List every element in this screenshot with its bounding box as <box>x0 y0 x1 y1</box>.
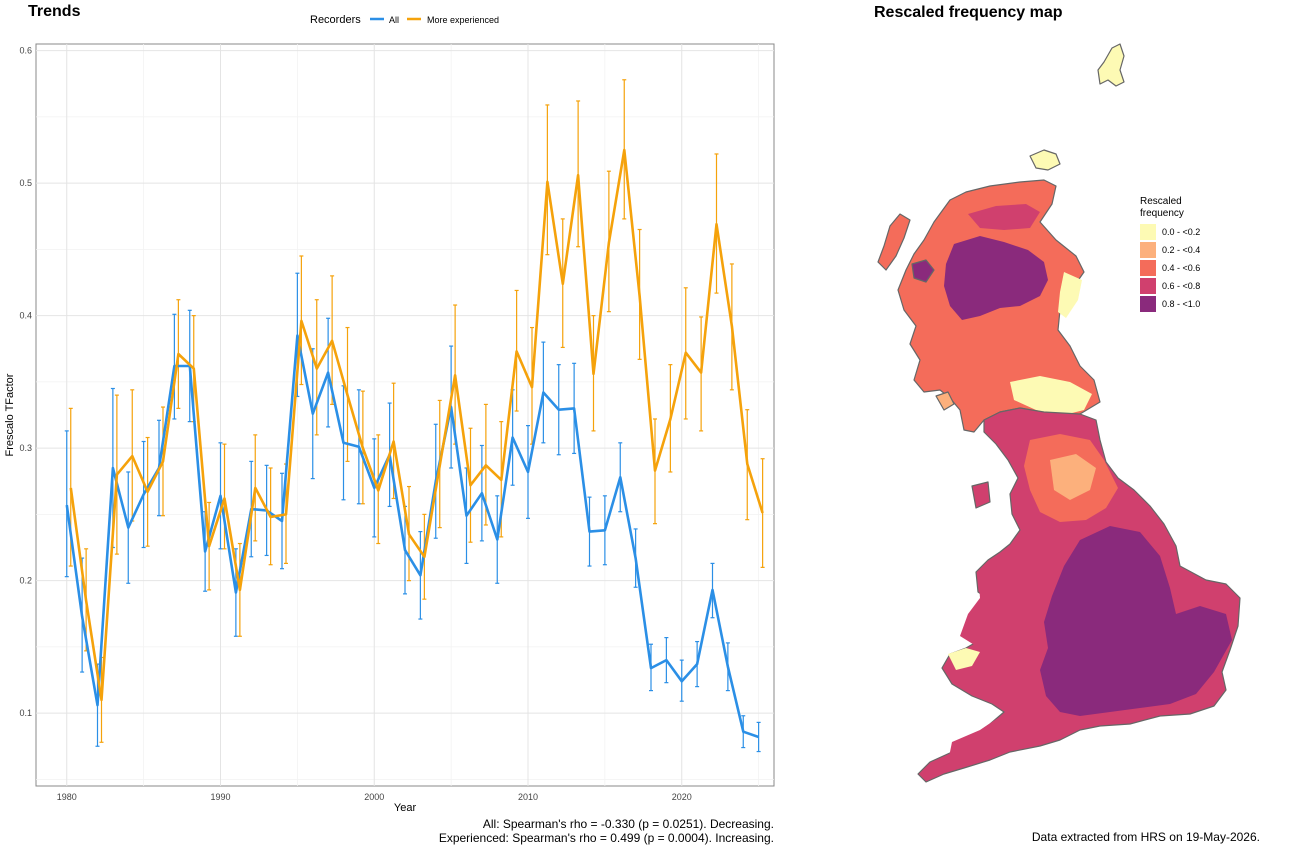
map-scotland-north <box>968 204 1040 230</box>
y-tick-label: 0.4 <box>19 311 32 321</box>
map-lowlands <box>1010 376 1092 416</box>
y-tick-label: 0.6 <box>19 46 32 56</box>
y-tick-label: 0.3 <box>19 443 32 453</box>
frequency-map: Rescaled frequency 0.0 - <0.2 0.2 - <0.4 0… <box>877 43 1241 783</box>
map-orkney <box>1029 149 1061 171</box>
y-axis-label: Frescalo TFactor <box>4 373 16 456</box>
y-tick-label: 0.5 <box>19 178 32 188</box>
map-outer-hebrides <box>877 213 911 271</box>
x-tick-label: 1980 <box>57 792 77 802</box>
map-legend-swatch <box>1140 242 1156 258</box>
map-legend-swatch <box>1140 260 1156 276</box>
map-title: Rescaled frequency map <box>874 4 1063 21</box>
series-line-more-experienced <box>69 148 764 702</box>
y-tick-label: 0.1 <box>19 708 32 718</box>
map-wales-coast <box>948 648 980 670</box>
map-legend: Rescaled frequency 0.0 - <0.2 0.2 - <0.4 0… <box>1140 196 1200 312</box>
map-legend-label: 0.4 - <0.6 <box>1162 263 1200 273</box>
map-scotland-east <box>1058 272 1082 318</box>
map-legend-title-2: frequency <box>1140 208 1184 219</box>
map-islay <box>935 391 955 411</box>
map-ireland-edge <box>971 481 991 509</box>
stats-all: All: Spearman's rho = -0.330 (p = 0.0251… <box>482 817 774 831</box>
trends-title: Trends <box>28 3 81 20</box>
legend-label-more-experienced: More experienced <box>427 15 499 25</box>
map-legend-label: 0.2 - <0.4 <box>1162 245 1200 255</box>
map-england-core <box>1040 526 1232 716</box>
x-tick-label: 1990 <box>210 792 230 802</box>
map-wales <box>960 566 1020 646</box>
map-pennines <box>1050 454 1096 500</box>
stats-experienced: Experienced: Spearman's rho = 0.499 (p =… <box>438 831 774 845</box>
map-legend-swatch <box>1140 224 1156 240</box>
map-legend-label: 0.6 - <0.8 <box>1162 281 1200 291</box>
map-skye <box>911 259 935 283</box>
map-legend-label: 0.8 - <1.0 <box>1162 299 1200 309</box>
x-tick-label: 2000 <box>364 792 384 802</box>
map-shapes <box>877 43 1241 783</box>
map-southwest <box>946 714 1044 772</box>
axis-ticks: 0.1 0.2 0.3 0.4 0.5 0.6 1980 1990 2000 2010 2020 <box>19 46 691 802</box>
legend: Recorders All More experienced <box>310 14 499 26</box>
plot-panel <box>35 43 775 787</box>
map-shetland <box>1097 43 1125 87</box>
map-legend-title-1: Rescaled <box>1140 196 1182 207</box>
legend-label-all: All <box>389 15 399 25</box>
x-tick-label: 2010 <box>518 792 538 802</box>
trends-chart: 0.1 0.2 0.3 0.4 0.5 0.6 1980 1990 2000 2010 2020 Y… <box>4 14 775 814</box>
map-scotland-highlands <box>944 236 1048 320</box>
y-tick-label: 0.2 <box>19 576 32 586</box>
x-axis-label: Year <box>394 802 417 814</box>
series-lines <box>65 148 764 739</box>
map-legend-swatch <box>1140 278 1156 294</box>
x-tick-label: 2020 <box>672 792 692 802</box>
map-legend-swatch <box>1140 296 1156 312</box>
stats-caption: All: Spearman's rho = -0.330 (p = 0.0251… <box>439 817 774 845</box>
extract-caption: Data extracted from HRS on 19-May-2026. <box>1031 830 1260 844</box>
map-legend-label: 0.0 - <0.2 <box>1162 227 1200 237</box>
series-line-all <box>65 334 760 739</box>
legend-title: Recorders <box>310 14 361 26</box>
